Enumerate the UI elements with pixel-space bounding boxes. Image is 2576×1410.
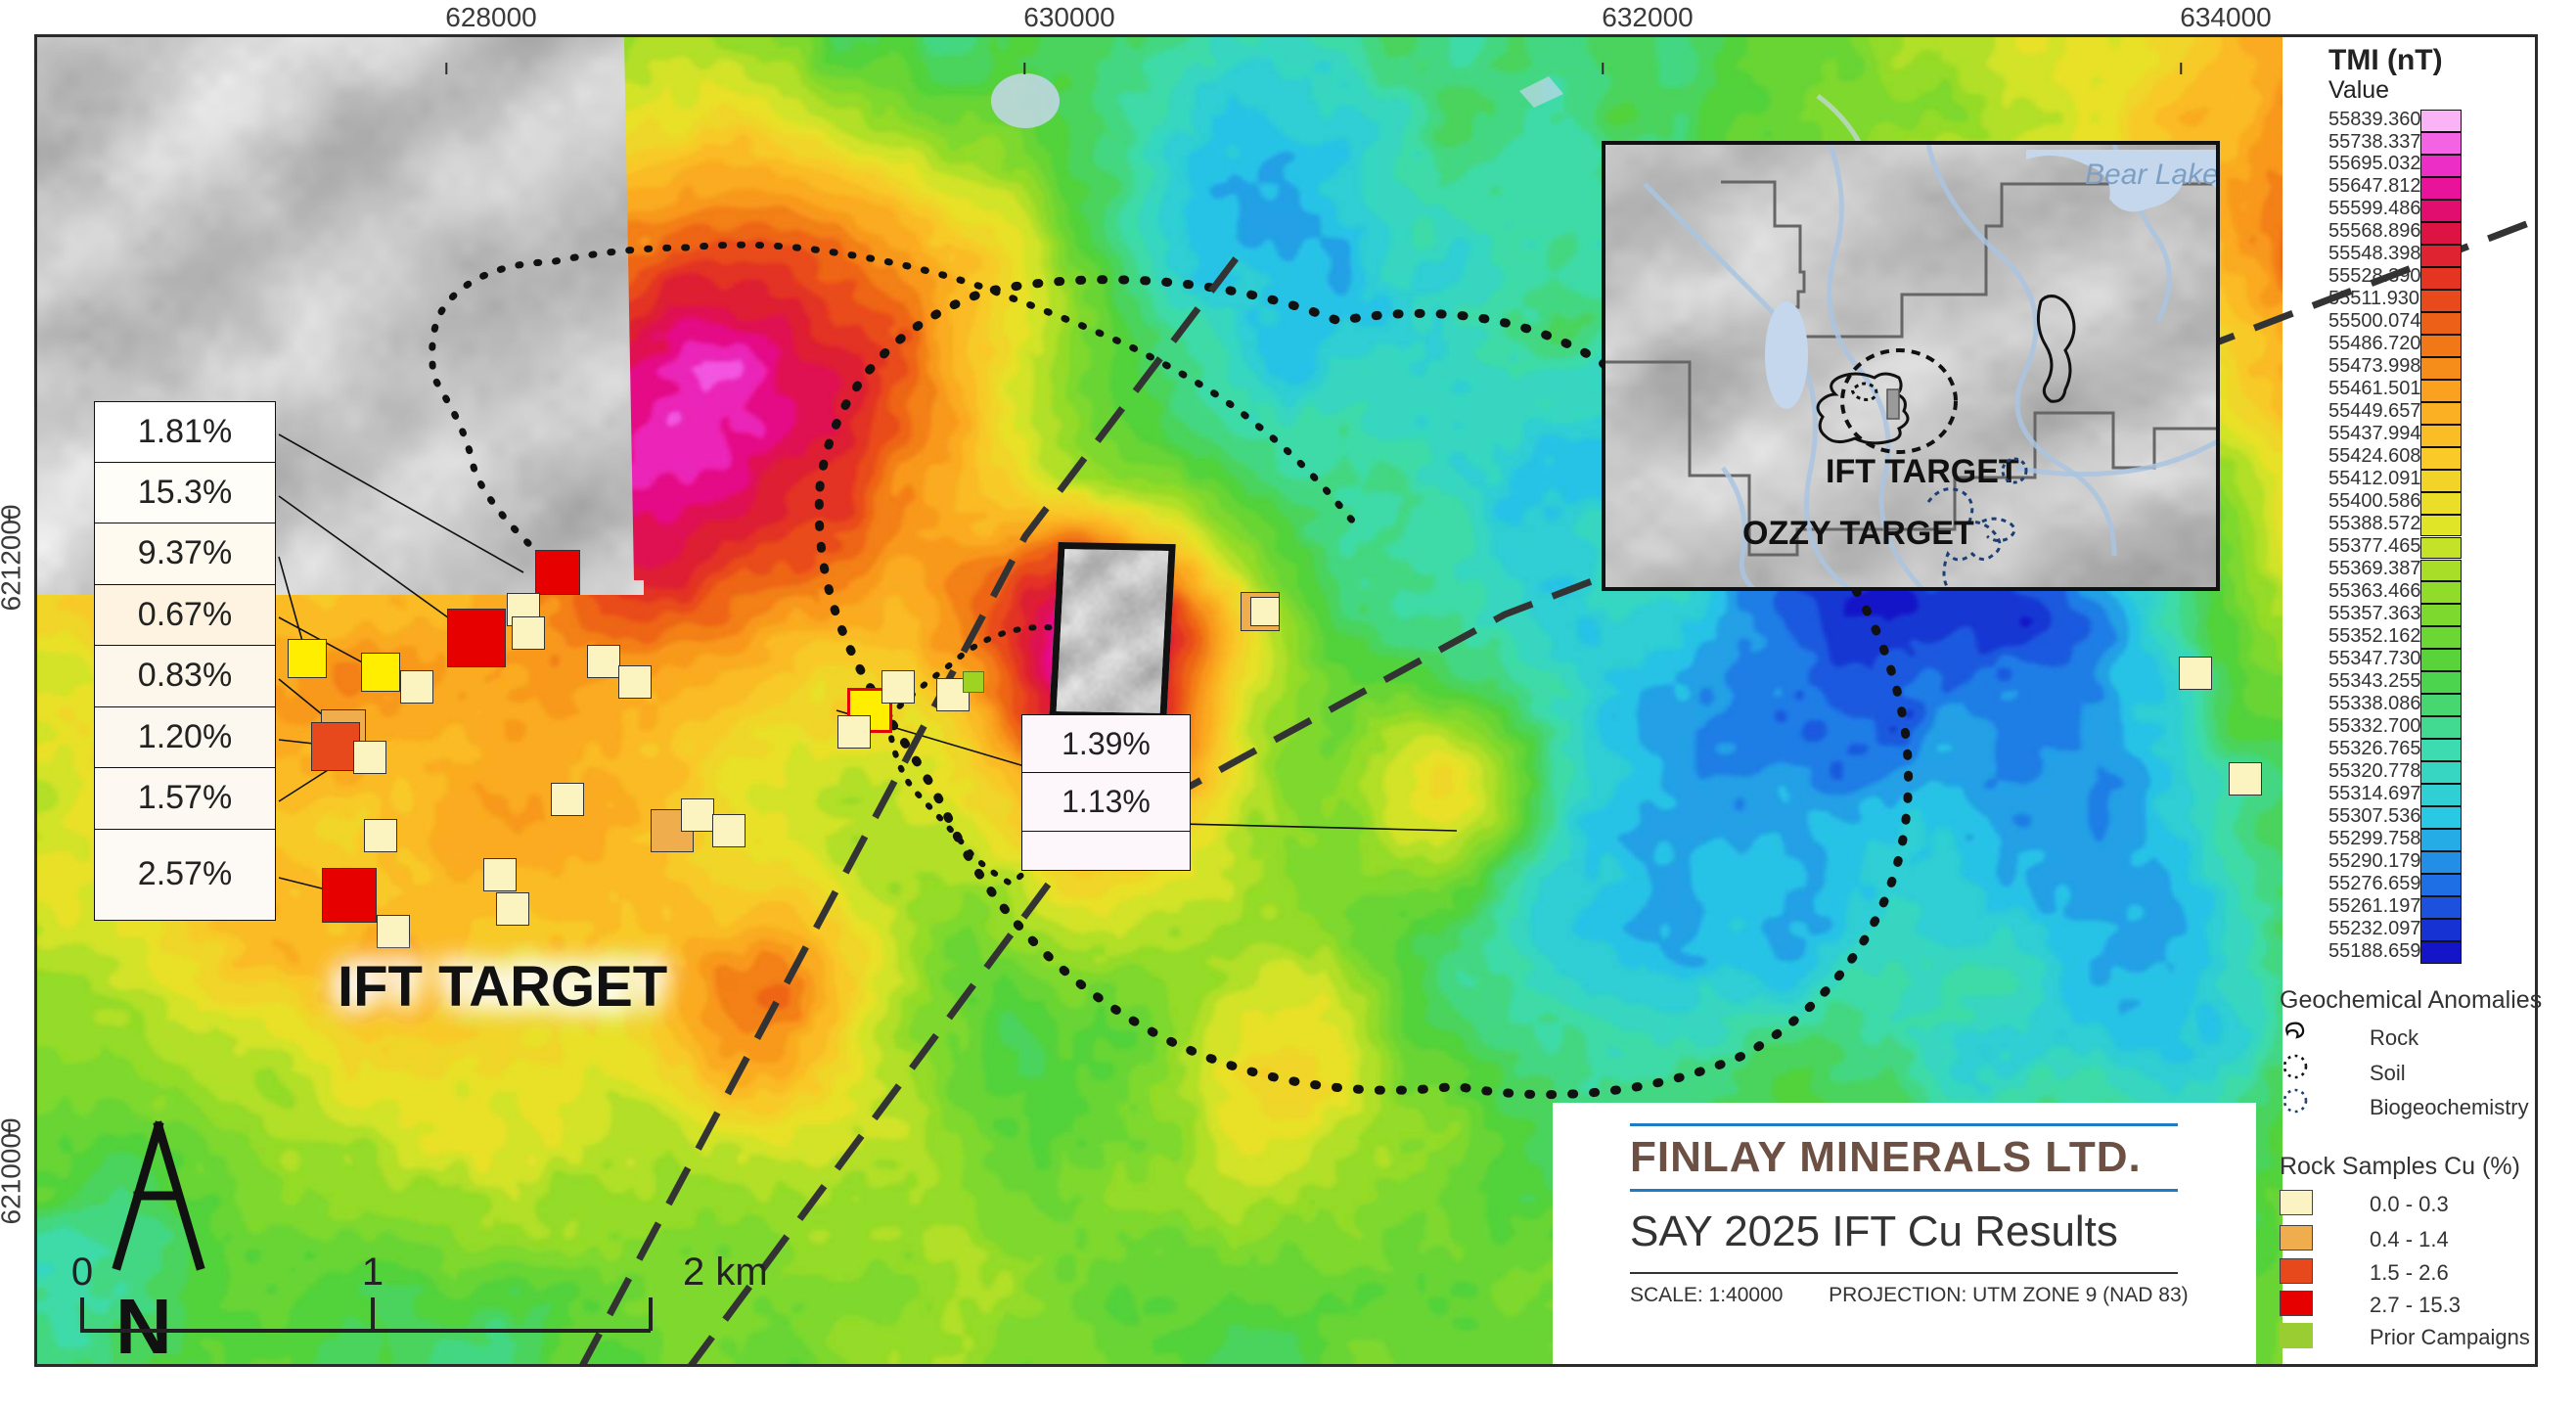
svg-text:Bear Lake: Bear Lake (2085, 159, 2219, 191)
svg-text:OZZY TARGET: OZZY TARGET (1742, 515, 1974, 552)
svg-text:IFT TARGET: IFT TARGET (1826, 453, 2019, 490)
